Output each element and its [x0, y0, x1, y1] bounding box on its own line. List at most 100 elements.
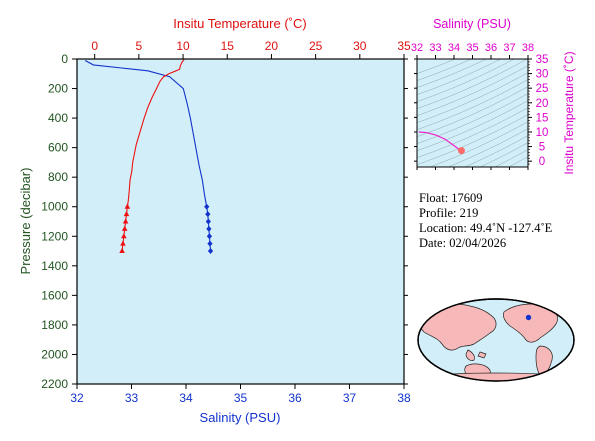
ts-sal-tick-label: 38 — [522, 42, 534, 54]
isopycnal-line — [417, 59, 487, 88]
ts-temp-tick-label: 15 — [536, 112, 549, 124]
sal-tick-label: 32 — [70, 391, 84, 405]
pressure-tick-label: 800 — [48, 170, 68, 184]
map-land-antarctica — [429, 372, 567, 381]
pressure-axis-label: Pressure (decibar) — [18, 168, 33, 275]
float-location-marker — [525, 314, 532, 321]
ts-sal-tick-label: 36 — [485, 42, 497, 54]
ts-salinity-axis-label: Salinity (PSU) — [433, 17, 511, 31]
ts-sal-tick-label: 34 — [448, 42, 460, 54]
ts-sal-tick-label: 35 — [466, 42, 478, 54]
pressure-tick-label: 600 — [48, 141, 68, 155]
temp-tick-label: 15 — [221, 39, 235, 53]
temperature-point — [119, 247, 125, 254]
ts-temp-tick-label: 35 — [536, 54, 549, 66]
isopycnal-line — [417, 79, 528, 130]
salinity-point — [205, 211, 211, 218]
ts-temperature-axis-label: Insitu Temperature (˚C) — [562, 51, 576, 174]
ts-inset-frame — [416, 58, 529, 168]
float-id-text: Float: 17609 — [419, 191, 483, 205]
profile-number-text: Profile: 219 — [419, 206, 479, 220]
isopycnal-line — [417, 86, 528, 137]
ts-inset-series — [418, 131, 465, 155]
pressure-tick-label: 0 — [61, 52, 68, 66]
isopycnal-line — [494, 149, 528, 167]
temperature-point — [122, 218, 129, 224]
ts-temp-tick-label: 5 — [539, 142, 545, 154]
pressure-tick-label: 1200 — [41, 229, 68, 243]
temperature-line — [126, 59, 185, 207]
ts-temp-tick-label: 0 — [539, 156, 545, 168]
main-plot: 0 5 10 15 20 25 30 35 32 33 34 35 36 37 38 0 200 400 600 80… — [18, 16, 411, 425]
temperature-point — [123, 210, 130, 217]
temp-tick-label: 10 — [176, 39, 190, 53]
salinity-point — [204, 203, 210, 210]
pressure-tick-label: 200 — [48, 82, 68, 96]
isopycnal-line — [417, 59, 528, 109]
ts-temp-tick-label: 10 — [536, 127, 549, 139]
pressure-tick-label: 2200 — [41, 377, 68, 391]
sal-tick-label: 36 — [288, 391, 302, 405]
ts-last-point — [457, 147, 465, 155]
ts-sal-tick-label: 33 — [429, 42, 441, 54]
isopycnal-line — [417, 100, 528, 151]
ts-sal-tick-label: 37 — [503, 42, 515, 54]
salinity-point — [207, 248, 214, 255]
isopycnal-line — [417, 65, 528, 116]
float-info: Float: 17609 Profile: 219 Location: 49.4… — [419, 191, 552, 251]
isopycnal-line — [417, 59, 515, 102]
date-text: Date: 02/04/2026 — [419, 236, 507, 250]
main-plot-series — [84, 59, 214, 255]
temperature-axis-label: Insitu Temperature (˚C) — [173, 16, 306, 31]
pressure-tick-label: 1600 — [41, 288, 68, 302]
isopycnal-line — [479, 142, 528, 167]
isopycnal-line — [417, 72, 528, 123]
temp-tick-label: 0 — [91, 39, 98, 53]
location-text: Location: 49.4˚N -127.4˚E — [419, 221, 553, 235]
ts-curve — [418, 131, 462, 152]
map-outline — [417, 298, 575, 382]
pressure-tick-label: 1000 — [41, 200, 68, 214]
ts-temp-tick-label: 20 — [536, 98, 549, 110]
temp-tick-label: 30 — [353, 39, 367, 53]
isopycnal-line — [447, 128, 528, 167]
isopycnal-line — [417, 59, 502, 95]
map-land-asia — [418, 304, 497, 351]
ts-sal-tick-label: 32 — [411, 42, 423, 54]
salinity-point — [206, 233, 213, 240]
world-map — [417, 298, 575, 382]
ts-inset-ticks: 32 33 34 35 36 37 38 0 5 10 15 20 25 30 35 — [411, 42, 549, 170]
isopycnal-line — [429, 121, 528, 167]
main-plot-frame — [76, 58, 405, 385]
sal-tick-label: 33 — [125, 391, 139, 405]
salinity-point — [207, 240, 213, 247]
temp-tick-label: 25 — [309, 39, 323, 53]
temperature-point — [121, 225, 128, 231]
map-land-greenland — [555, 301, 569, 313]
sal-tick-label: 37 — [343, 391, 357, 405]
pressure-tick-label: 1800 — [41, 318, 68, 332]
temperature-point — [124, 203, 131, 209]
sal-tick-label: 34 — [179, 391, 193, 405]
main-plot-ticks: 0 5 10 15 20 25 30 35 32 33 34 35 36 37 38 0 200 400 600 80… — [41, 39, 411, 405]
pressure-tick-label: 1400 — [41, 259, 68, 273]
isopycnal-line — [417, 59, 472, 81]
isopycnal-line — [417, 107, 528, 158]
isopycnal-line — [417, 59, 456, 74]
ts-temp-tick-label: 25 — [536, 83, 549, 95]
ts-inset-background — [417, 59, 528, 167]
temp-tick-label: 20 — [265, 39, 279, 53]
temperature-point — [121, 233, 127, 239]
temp-tick-label: 35 — [397, 39, 411, 53]
sal-tick-label: 35 — [234, 391, 248, 405]
temperature-point — [120, 240, 126, 246]
sal-tick-label: 38 — [397, 391, 411, 405]
temp-tick-label: 5 — [136, 39, 143, 53]
ts-inset: 32 33 34 35 36 37 38 0 5 10 15 20 25 30 35 Salinity (P… — [411, 17, 576, 175]
salinity-point — [205, 218, 211, 225]
ts-temp-tick-label: 30 — [536, 69, 549, 81]
ts-isopycnals — [417, 59, 528, 167]
map-land-seasia — [465, 349, 487, 361]
main-plot-background — [77, 59, 404, 384]
isopycnal-line — [417, 93, 528, 144]
